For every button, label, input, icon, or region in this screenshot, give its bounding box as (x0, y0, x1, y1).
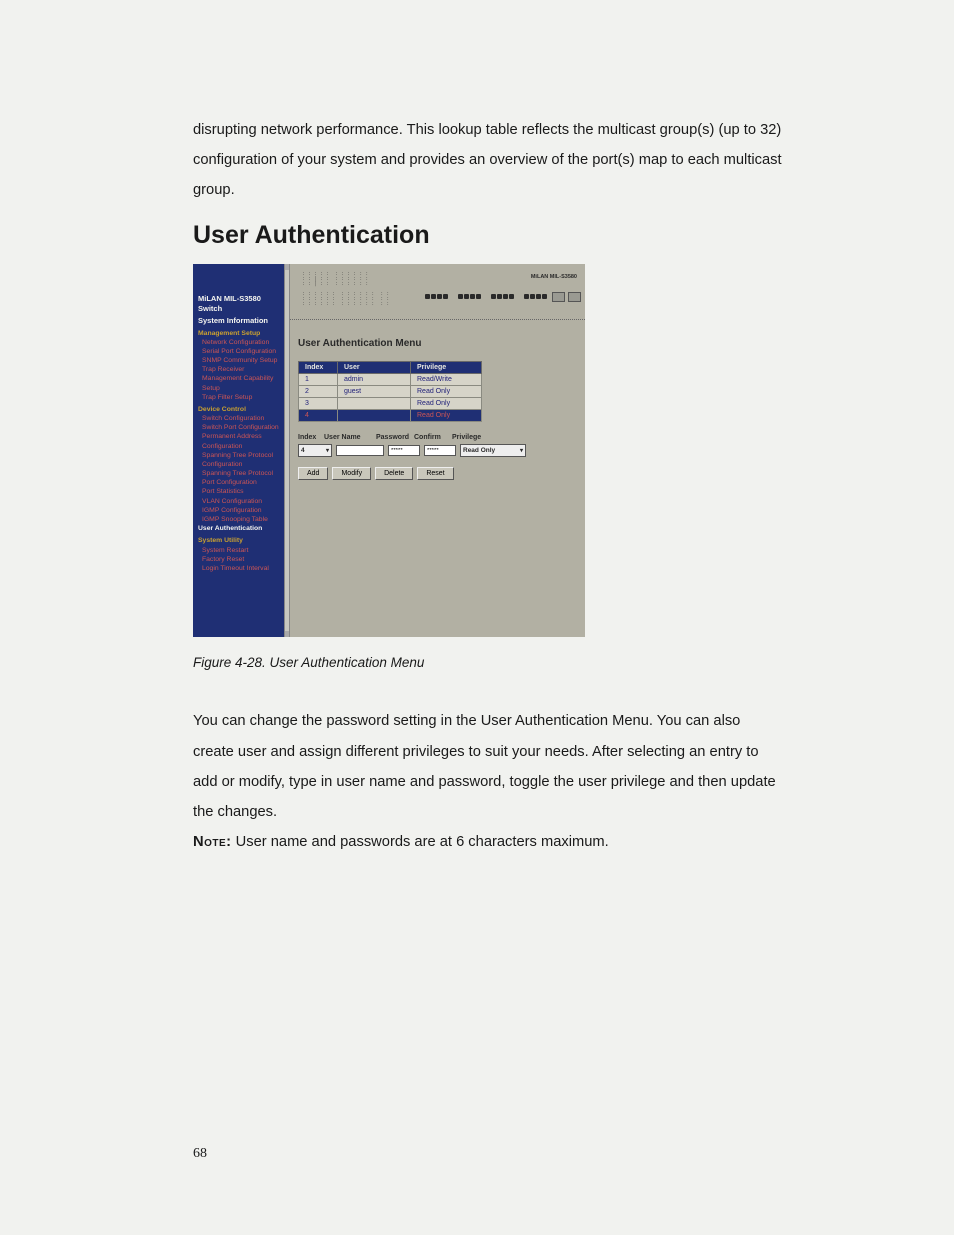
body-paragraph: You can change the password setting in t… (193, 706, 785, 827)
sidebar-item[interactable]: Trap Receiver (198, 365, 279, 374)
sidebar-item[interactable]: Permanent Address Configuration (198, 432, 279, 450)
th-user: User (338, 362, 411, 374)
sidebar-item[interactable]: VLAN Configuration (198, 497, 279, 506)
confirm-input[interactable] (424, 445, 456, 456)
content-title: User Authentication Menu (298, 338, 577, 349)
port-icons (491, 294, 514, 299)
cell: 4 (299, 410, 338, 422)
sidebar-util-heading: System Utility (198, 536, 279, 545)
screenshot-header: : : : : : : : : : : :: : | : : : : : : :… (290, 264, 585, 320)
note-line: Note: User name and passwords are at 6 c… (193, 827, 785, 857)
cell (338, 410, 411, 422)
cell: Read Only (411, 410, 482, 422)
sidebar-item[interactable]: IGMP Configuration (198, 506, 279, 515)
port-icons (524, 294, 547, 299)
password-input[interactable] (388, 445, 420, 456)
sidebar-dev-heading: Device Control (198, 405, 279, 414)
modify-button[interactable]: Modify (332, 467, 371, 480)
sidebar-userauth[interactable]: User Authentication (198, 524, 279, 533)
header-ascii-art: : : : : : : : : : : :: : | : : : : : : :… (302, 272, 389, 307)
label-confirm: Confirm (414, 434, 448, 441)
table-row-selected[interactable]: 4 Read Only (299, 410, 482, 422)
reset-button[interactable]: Reset (417, 467, 453, 480)
sidebar-item[interactable]: System Restart (198, 546, 279, 555)
note-text: User name and passwords are at 6 charact… (232, 834, 609, 850)
cell: guest (338, 386, 411, 398)
label-index: Index (298, 434, 320, 441)
sidebar-item[interactable]: Port Statistics (198, 487, 279, 496)
uplink-icons (552, 292, 581, 302)
note-label: Note: (193, 834, 232, 850)
screenshot-main: : : : : : : : : : : :: : | : : : : : : :… (290, 264, 585, 637)
label-username: User Name (324, 434, 372, 441)
button-row: Add Modify Delete Reset (298, 467, 577, 480)
cell: 2 (299, 386, 338, 398)
add-button[interactable]: Add (298, 467, 328, 480)
cell: 3 (299, 398, 338, 410)
section-heading: User Authentication (193, 221, 785, 250)
table-row[interactable]: 2 guest Read Only (299, 386, 482, 398)
header-brand: MiLAN MIL-S3580 (531, 274, 577, 280)
cell: Read Only (411, 398, 482, 410)
cell: 1 (299, 374, 338, 386)
sidebar-item[interactable]: SNMP Community Setup (198, 356, 279, 365)
table-row[interactable]: 1 admin Read/Write (299, 374, 482, 386)
sidebar-item[interactable]: Management Capability Setup (198, 374, 279, 392)
figure-screenshot: MiLAN MIL-S3580 Switch System Informatio… (193, 264, 585, 637)
sidebar-mgmt-heading: Management Setup (198, 329, 279, 338)
privilege-select[interactable]: Read Only (460, 444, 526, 457)
screenshot-sidebar: MiLAN MIL-S3580 Switch System Informatio… (193, 264, 284, 637)
port-icons (458, 294, 481, 299)
user-table: Index User Privilege 1 admin Read/Write … (298, 361, 482, 422)
sidebar-item[interactable]: Login Timeout Interval (198, 564, 279, 573)
username-input[interactable] (336, 445, 384, 456)
index-select[interactable]: 4 (298, 444, 332, 457)
figure-caption: Figure 4-28. User Authentication Menu (193, 655, 785, 670)
table-row[interactable]: 3 Read Only (299, 398, 482, 410)
port-icons (425, 294, 448, 299)
sidebar-item[interactable]: Network Configuration (198, 338, 279, 347)
sidebar-item[interactable]: Factory Reset (198, 555, 279, 564)
sidebar-sysinfo: System Information (198, 316, 279, 325)
sidebar-item[interactable]: Serial Port Configuration (198, 347, 279, 356)
cell: admin (338, 374, 411, 386)
label-password: Password (376, 434, 410, 441)
cell: Read/Write (411, 374, 482, 386)
page-number: 68 (193, 1146, 207, 1162)
label-privilege: Privilege (452, 434, 481, 441)
intro-paragraph: disrupting network performance. This loo… (193, 115, 785, 205)
sidebar-item[interactable]: IGMP Snooping Table (198, 515, 279, 524)
sidebar-item[interactable]: Spanning Tree Protocol Configuration (198, 451, 279, 469)
cell (338, 398, 411, 410)
edit-form: Index User Name Password Confirm Privile… (298, 434, 577, 457)
sidebar-item[interactable]: Switch Configuration (198, 414, 279, 423)
sidebar-item[interactable]: Spanning Tree Protocol Port Configuratio… (198, 469, 279, 487)
product-title: MiLAN MIL-S3580 Switch (198, 294, 279, 313)
delete-button[interactable]: Delete (375, 467, 413, 480)
th-priv: Privilege (411, 362, 482, 374)
sidebar-item[interactable]: Trap Filter Setup (198, 393, 279, 402)
cell: Read Only (411, 386, 482, 398)
sidebar-item[interactable]: Switch Port Configuration (198, 423, 279, 432)
th-index: Index (299, 362, 338, 374)
